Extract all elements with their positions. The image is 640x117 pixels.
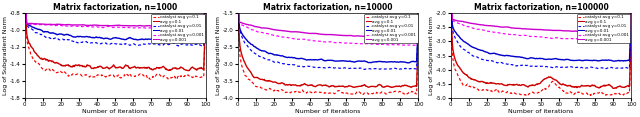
- X-axis label: Number of iterations: Number of iterations: [295, 109, 361, 113]
- Title: Matrix factorization, n=10000: Matrix factorization, n=10000: [263, 4, 393, 13]
- Title: Matrix factorization, n=100000: Matrix factorization, n=100000: [474, 4, 608, 13]
- X-axis label: Number of iterations: Number of iterations: [83, 109, 148, 113]
- Legend: catalyst avg γ=0.1, avg γ=0.1, catalyst avg γ=0.01, avg γ=0.01, catalyst avg γ=0: catalyst avg γ=0.1, avg γ=0.1, catalyst …: [577, 14, 630, 43]
- Legend: catalyst avg γ=0.1, avg γ=0.1, catalyst avg γ=0.01, avg γ=0.01, catalyst avg γ=0: catalyst avg γ=0.1, avg γ=0.1, catalyst …: [152, 14, 205, 43]
- Y-axis label: Log of Subgradient Norm: Log of Subgradient Norm: [216, 16, 221, 95]
- Title: Matrix factorization, n=1000: Matrix factorization, n=1000: [53, 4, 177, 13]
- X-axis label: Number of iterations: Number of iterations: [508, 109, 573, 113]
- Y-axis label: Log of Subgradient Norm: Log of Subgradient Norm: [429, 16, 434, 95]
- Y-axis label: Log of Subgradient Norm: Log of Subgradient Norm: [3, 16, 8, 95]
- Legend: catalyst avg γ=0.1, avg γ=0.1, catalyst avg γ=0.01, avg γ=0.01, catalyst avg γ=0: catalyst avg γ=0.1, avg γ=0.1, catalyst …: [364, 14, 417, 43]
